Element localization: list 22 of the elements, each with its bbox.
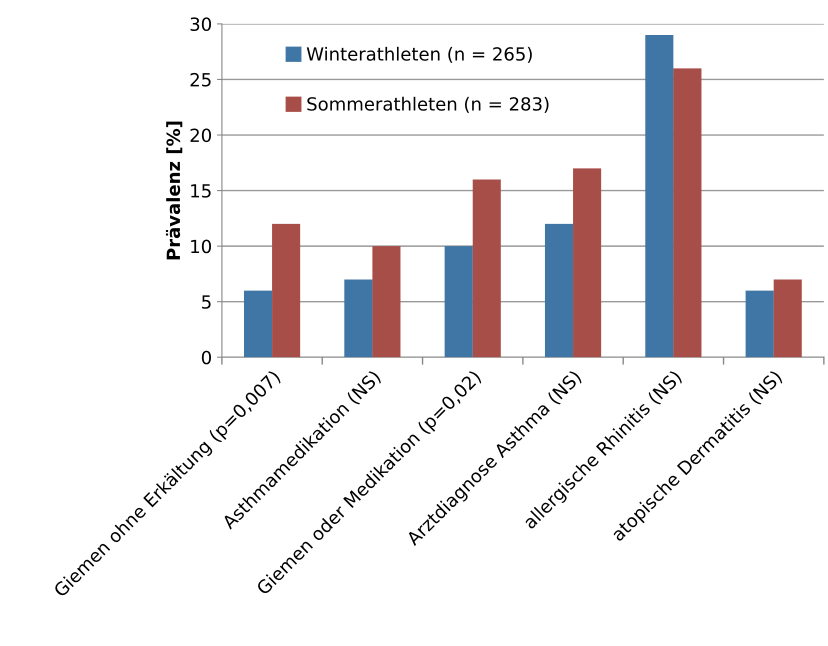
legend-label: Sommerathleten (n = 283) — [307, 96, 549, 113]
bar — [272, 224, 300, 358]
bar — [673, 68, 702, 358]
bar — [774, 279, 802, 358]
y-axis-title: Prävalenz [%] — [166, 122, 182, 260]
legend-label: Winterathleten (n = 265) — [306, 46, 532, 63]
bar — [244, 290, 272, 358]
bar — [344, 279, 372, 358]
bar — [746, 290, 774, 358]
bar — [573, 168, 602, 358]
bar — [645, 35, 674, 358]
bar — [372, 246, 400, 358]
y-tick-label: 20 — [190, 128, 211, 142]
bar — [444, 246, 473, 358]
y-tick-label: 10 — [191, 240, 211, 254]
y-tick-label: 15 — [191, 184, 211, 198]
y-tick-label: 0 — [202, 350, 211, 364]
y-tick-label: 5 — [202, 295, 211, 309]
bar — [544, 224, 574, 358]
bar — [472, 179, 501, 358]
y-tick-label: 25 — [190, 72, 211, 87]
y-tick-label: 30 — [190, 17, 211, 32]
